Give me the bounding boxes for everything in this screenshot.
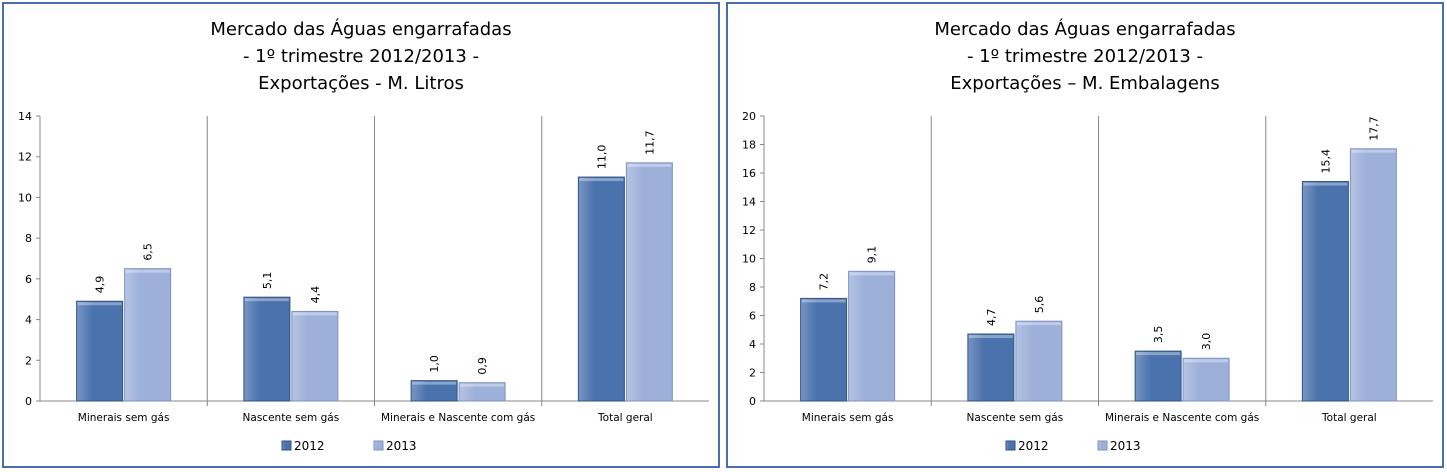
y-tick-label: 8 bbox=[25, 232, 32, 245]
data-label: 5,1 bbox=[261, 272, 274, 290]
data-label: 0,9 bbox=[476, 357, 489, 375]
chart-title-line: Exportações – M. Embalagens bbox=[950, 73, 1220, 94]
bar-2013 bbox=[291, 310, 339, 402]
chart-panel-litros: Mercado das Águas engarrafadas - 1º trim… bbox=[2, 2, 720, 468]
y-tick-label: 10 bbox=[18, 191, 32, 204]
bar-2012 bbox=[76, 300, 124, 402]
bar-2012 bbox=[410, 380, 458, 402]
bar-chart-litros: 0 2 4 6 8 10 12 14 Minerais sem gás Nascente sem … bbox=[18, 110, 709, 453]
bar-highlight bbox=[77, 302, 122, 306]
x-category-label: Total geral bbox=[597, 412, 653, 424]
bar-highlight bbox=[292, 312, 337, 316]
legend-label: 2013 bbox=[386, 439, 417, 453]
x-category-label: Nascente sem gás bbox=[967, 412, 1064, 424]
legend-label: 2012 bbox=[1018, 439, 1049, 453]
chart-title: Mercado das Águas engarrafadas - 1º trim… bbox=[4, 16, 718, 97]
bar-highlight bbox=[579, 178, 624, 182]
bar-2013 bbox=[1015, 320, 1063, 402]
bar-highlight bbox=[801, 299, 846, 303]
bar-highlight bbox=[460, 383, 505, 387]
y-tick-label: 14 bbox=[18, 110, 32, 123]
data-label: 5,6 bbox=[1033, 296, 1046, 314]
bar-highlight bbox=[968, 335, 1013, 339]
bar-highlight bbox=[1136, 352, 1181, 356]
legend-swatch-2013 bbox=[1097, 440, 1108, 451]
bar-2013 bbox=[124, 268, 172, 402]
legend-label: 2013 bbox=[1110, 439, 1141, 453]
x-category-label: Total geral bbox=[1321, 412, 1377, 424]
data-label: 4,4 bbox=[309, 286, 322, 304]
chart-title-line: - 1º trimestre 2012/2013 - bbox=[242, 46, 480, 67]
data-label: 4,7 bbox=[985, 309, 998, 327]
x-category-label: Minerais e Nascente com gás bbox=[381, 412, 535, 424]
bar-highlight bbox=[1184, 359, 1229, 363]
x-category-label: Minerais e Nascente com gás bbox=[1105, 412, 1259, 424]
chart-panel-embalagens: Mercado das Águas engarrafadas - 1º trim… bbox=[726, 2, 1444, 468]
bar-highlight bbox=[412, 381, 457, 385]
bar-highlight bbox=[1016, 322, 1061, 326]
chart-title-line: Mercado das Águas engarrafadas bbox=[934, 19, 1236, 40]
data-label: 4,9 bbox=[94, 276, 107, 294]
bar-highlight bbox=[1351, 149, 1396, 153]
legend-swatch-2012 bbox=[281, 440, 292, 451]
y-tick-label: 20 bbox=[742, 110, 756, 123]
x-category-label: Nascente sem gás bbox=[243, 412, 340, 424]
data-label: 3,5 bbox=[1152, 326, 1165, 344]
bar-highlight bbox=[627, 163, 672, 167]
legend-swatch-2012 bbox=[1005, 440, 1016, 451]
chart-title-line: Mercado das Águas engarrafadas bbox=[210, 19, 512, 40]
bar-2013 bbox=[848, 270, 896, 402]
y-tick-label: 2 bbox=[25, 354, 32, 367]
bar-2012 bbox=[577, 176, 625, 402]
bar-highlight bbox=[1303, 182, 1348, 186]
data-label: 6,5 bbox=[142, 243, 155, 261]
y-tick-label: 10 bbox=[742, 253, 756, 266]
bar-2013 bbox=[1349, 148, 1397, 402]
bar-2012 bbox=[1134, 350, 1182, 402]
y-tick-label: 18 bbox=[742, 139, 756, 152]
data-label: 17,7 bbox=[1367, 116, 1380, 141]
data-label: 9,1 bbox=[866, 246, 879, 264]
bar-2013 bbox=[1182, 357, 1230, 402]
bar-2013 bbox=[458, 382, 506, 402]
data-label: 15,4 bbox=[1319, 149, 1332, 174]
data-label: 1,0 bbox=[428, 355, 441, 373]
y-tick-label: 6 bbox=[749, 310, 756, 323]
y-tick-label: 0 bbox=[25, 395, 32, 408]
chart-title: Mercado das Águas engarrafadas - 1º trim… bbox=[728, 16, 1442, 97]
y-tick-label: 4 bbox=[749, 338, 756, 351]
y-tick-label: 8 bbox=[749, 281, 756, 294]
y-tick-label: 16 bbox=[742, 167, 756, 180]
bar-2012 bbox=[1301, 181, 1349, 402]
data-label: 3,0 bbox=[1200, 333, 1213, 351]
bar-2012 bbox=[967, 333, 1015, 402]
bar-highlight bbox=[125, 269, 170, 273]
y-tick-label: 12 bbox=[18, 151, 32, 164]
data-label: 11,0 bbox=[595, 145, 608, 170]
bar-2012 bbox=[243, 296, 291, 402]
y-tick-label: 12 bbox=[742, 224, 756, 237]
y-tick-label: 0 bbox=[749, 395, 756, 408]
bar-highlight bbox=[849, 272, 894, 276]
y-tick-label: 4 bbox=[25, 314, 32, 327]
y-tick-label: 14 bbox=[742, 196, 756, 209]
y-tick-label: 2 bbox=[749, 367, 756, 380]
legend-swatch-2013 bbox=[373, 440, 384, 451]
x-category-label: Minerais sem gás bbox=[802, 412, 894, 424]
data-label: 7,2 bbox=[818, 273, 831, 291]
chart-title-line: - 1º trimestre 2012/2013 - bbox=[966, 46, 1204, 67]
bar-chart-embalagens: 0 2 4 6 8 10 12 14 16 18 20 Minerais sem gás Nascent… bbox=[742, 110, 1433, 453]
bar-2013 bbox=[625, 162, 673, 402]
chart-title-line: Exportações - M. Litros bbox=[258, 73, 464, 94]
y-tick-label: 6 bbox=[25, 273, 32, 286]
bar-highlight bbox=[244, 298, 289, 302]
legend-label: 2012 bbox=[294, 439, 325, 453]
x-category-label: Minerais sem gás bbox=[78, 412, 170, 424]
bar-2012 bbox=[800, 297, 848, 402]
data-label: 11,7 bbox=[643, 130, 656, 155]
